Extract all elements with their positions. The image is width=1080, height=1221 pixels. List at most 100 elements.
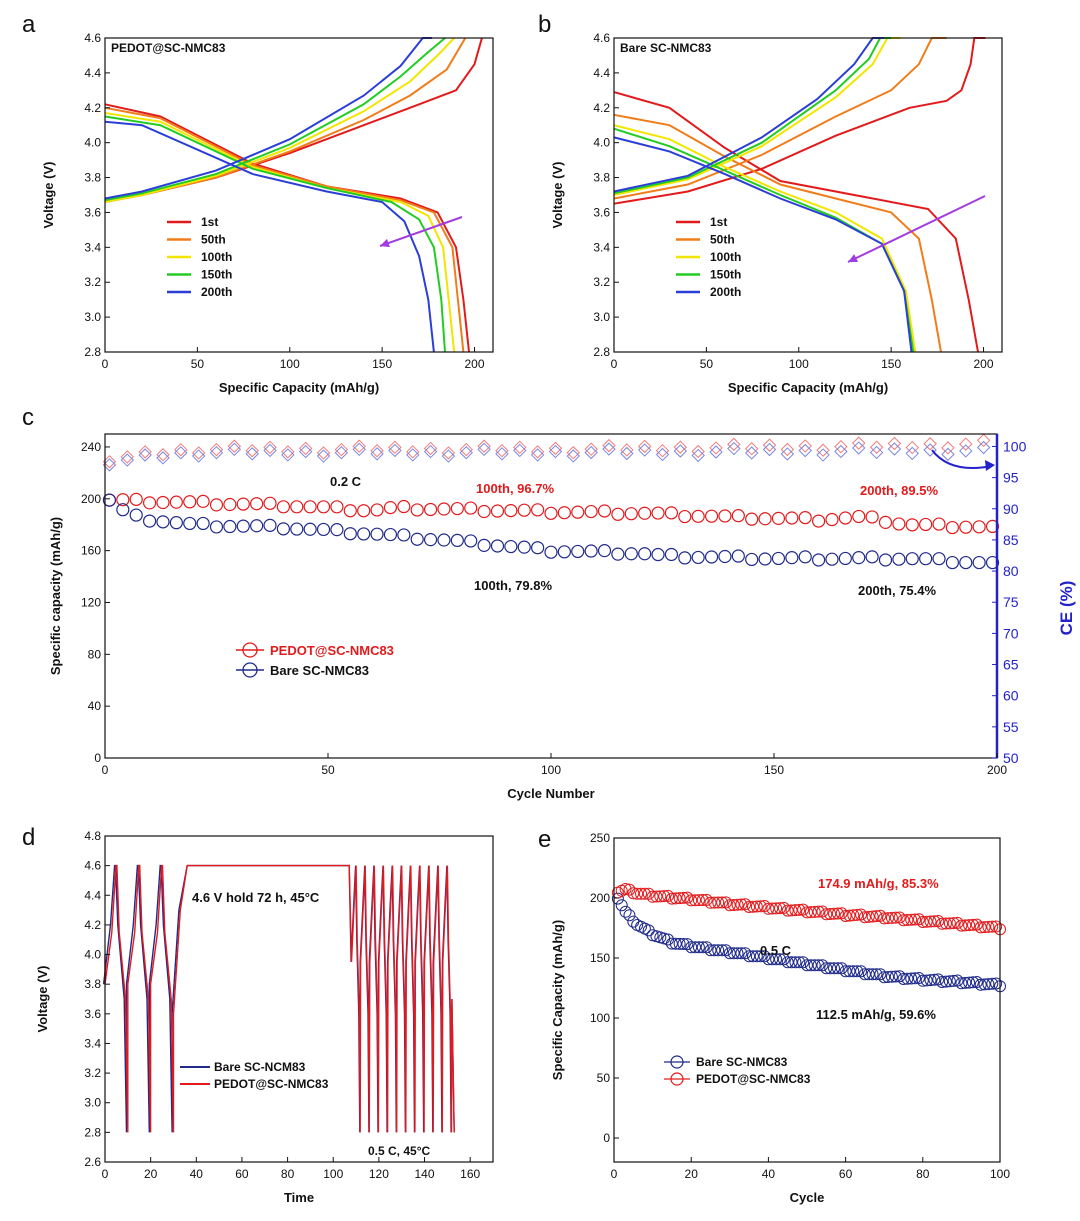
panel-d-ytick-label: 3.6 xyxy=(84,1007,101,1021)
panel-e-data-point xyxy=(770,902,783,915)
panel-d-ytick-label: 3.2 xyxy=(84,1066,101,1080)
panel-c-capacity-point xyxy=(945,555,960,570)
panel-e-pedot-label: 174.9 mAh/g, 85.3% xyxy=(818,876,939,891)
panel-e-data-point xyxy=(828,907,841,920)
panel-c-ce-point xyxy=(976,440,991,455)
panel-c-ce-point xyxy=(513,443,527,458)
panel-a-label: a xyxy=(22,11,36,38)
panel-c-capacity-point xyxy=(985,555,1000,570)
panel-d-xtick-label: 40 xyxy=(190,1167,204,1181)
panel-d-ytick-label: 4.0 xyxy=(84,948,101,962)
panel-e-data-point xyxy=(785,904,798,917)
panel-e-data-point xyxy=(758,950,771,963)
panel-e-data-point xyxy=(851,965,864,978)
panel-c-ce-point xyxy=(816,448,830,462)
panel-e-data-point xyxy=(623,883,636,896)
panel-c-ce-point xyxy=(887,442,902,456)
panel-c-ce-point xyxy=(959,437,973,451)
panel-c-capacity-point xyxy=(584,504,598,519)
panel-e-data-point xyxy=(750,900,763,913)
panel-e-data-point xyxy=(712,896,725,909)
panel-c-capacity-point xyxy=(811,553,826,567)
panel-c-capacity-point xyxy=(959,520,973,534)
panel-b-ytick-label: 4.0 xyxy=(593,136,610,150)
panel-c-ce-point xyxy=(727,441,741,456)
panel-e-data-point xyxy=(831,907,844,920)
panel-c-ce-point xyxy=(762,438,777,452)
panel-c-ce-point xyxy=(138,445,152,459)
panel-e-legend-marker xyxy=(670,1072,684,1086)
panel-e-data-point xyxy=(970,976,983,988)
panel-c-capacity-point xyxy=(209,520,224,534)
panel-c-capacity-point xyxy=(852,551,866,565)
panel-c-ce-point xyxy=(441,449,456,463)
panel-b-ylabel: Voltage (V) xyxy=(550,162,565,229)
panel-e-data-point xyxy=(909,972,922,985)
panel-c-ce-point xyxy=(495,447,509,461)
panel-e-data-point xyxy=(885,911,898,924)
panel-e-data-point xyxy=(920,915,933,928)
panel-b-discharge-curve-1st xyxy=(613,91,979,353)
panel-c-ce-point xyxy=(406,445,420,459)
panel-b-discharge-curve-50th xyxy=(613,113,942,353)
panel-e-data-point xyxy=(797,903,810,916)
panel-e-data-point xyxy=(723,947,736,960)
panel-e-data-point xyxy=(951,974,964,987)
panel-c-y2tick-label: 75 xyxy=(1003,594,1019,610)
panel-c-capacity-point xyxy=(678,509,692,524)
panel-c-capacity-point xyxy=(397,499,411,514)
panel-e-data-point xyxy=(804,959,817,972)
panel-c-capacity-point xyxy=(985,519,1000,534)
panel-c-ce-point xyxy=(941,441,955,455)
panel-c-capacity-point xyxy=(464,534,478,548)
panel-c-capacity-point xyxy=(691,550,705,565)
panel-c-ce-point xyxy=(441,446,456,460)
panel-c-legend-marker xyxy=(242,662,258,678)
panel-b-charge-curve-100th xyxy=(613,37,901,196)
panel-e-data-point xyxy=(947,974,960,987)
panel-e-ytick-label: 250 xyxy=(590,831,610,845)
panel-c-ytick-label: 160 xyxy=(81,544,101,558)
panel-e-data-point xyxy=(936,917,949,930)
panel-c-capacity-point xyxy=(343,527,357,541)
panel-e-data-point xyxy=(847,965,860,978)
panel-c-capacity-point xyxy=(102,493,117,507)
panel-e-data-point xyxy=(797,956,810,969)
panel-c-capacity-point xyxy=(571,505,585,519)
panel-e-ylabel: Specific Capacity (mAh/g) xyxy=(550,920,565,1080)
panel-b-title: Bare SC-NMC83 xyxy=(620,41,712,55)
panel-a-ytick-label: 4.2 xyxy=(84,101,101,115)
panel-c-ce-point xyxy=(406,448,420,462)
panel-b-discharge-curve-200th xyxy=(613,136,913,353)
panel-a-charge-curve-150th xyxy=(104,37,446,202)
panel-c-capacity-point xyxy=(932,517,946,531)
panel-e-data-point xyxy=(781,956,794,969)
panel-a-discharge-curve-100th xyxy=(104,112,456,353)
panel-c-xtick-label: 50 xyxy=(321,763,335,777)
panel-c-ce-point xyxy=(673,444,688,458)
panel-c-ce-point xyxy=(798,439,812,453)
panel-c-y2tick-label: 80 xyxy=(1003,563,1019,579)
panel-a-xtick-label: 100 xyxy=(280,357,300,371)
panel-c-capacity-point xyxy=(597,504,612,518)
panel-c-capacity-point xyxy=(878,553,893,567)
panel-e-data-point xyxy=(677,891,690,904)
panel-c-capacity-point xyxy=(932,552,946,566)
panel-e-data-point xyxy=(762,902,775,915)
panel-c-ce-point xyxy=(263,440,277,455)
panel-c-ce-point xyxy=(976,433,991,448)
panel-c-ce-point xyxy=(834,439,848,454)
panel-c-capacity-point xyxy=(209,498,224,512)
panel-e-data-point xyxy=(793,956,806,969)
panel-e-data-point xyxy=(696,894,709,907)
panel-d-xtick-label: 20 xyxy=(144,1167,158,1181)
panel-a-title: PEDOT@SC-NMC83 xyxy=(111,41,226,55)
panel-e-data-point xyxy=(735,947,748,960)
panel-c-capacity-point xyxy=(945,520,960,535)
panel-c-capacity-point xyxy=(919,517,933,532)
panel-b-ytick-label: 3.0 xyxy=(593,310,610,324)
panel-c-capacity-point xyxy=(544,545,558,559)
panel-e-data-point xyxy=(920,974,933,987)
panel-e-data-point xyxy=(839,965,852,978)
panel-e-rate-label: 0.5 C xyxy=(760,943,792,958)
